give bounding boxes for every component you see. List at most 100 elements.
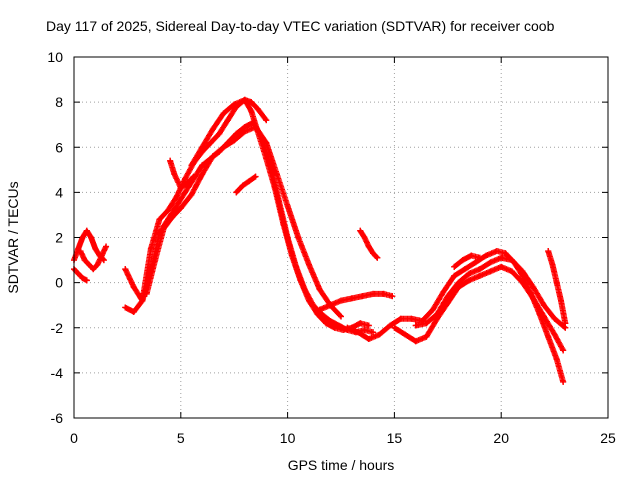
data-point <box>83 227 90 234</box>
chart-title: Day 117 of 2025, Sidereal Day-to-day VTE… <box>46 18 555 34</box>
data-point <box>199 144 206 151</box>
data-point <box>293 263 300 270</box>
data-point <box>147 245 154 252</box>
data-point <box>365 243 372 250</box>
data-point <box>79 275 86 282</box>
data-point <box>562 320 569 327</box>
data-point <box>451 272 458 279</box>
series-arc-7 <box>167 157 197 191</box>
series-arc-11 <box>357 227 381 261</box>
data-point <box>549 261 556 268</box>
data-point <box>233 189 240 196</box>
data-point <box>376 331 383 338</box>
data-point <box>184 180 191 187</box>
data-point <box>79 234 86 241</box>
data-point <box>498 263 505 270</box>
data-point <box>248 108 255 115</box>
data-point <box>389 293 396 300</box>
data-point <box>301 286 308 293</box>
data-point <box>444 293 451 300</box>
data-point <box>284 202 291 209</box>
data-point <box>98 252 105 259</box>
data-point <box>553 356 560 363</box>
data-point <box>169 214 176 221</box>
y-tick-label: 10 <box>47 49 63 65</box>
data-point <box>231 101 238 108</box>
x-tick-label: 25 <box>600 430 616 446</box>
series-arc-16 <box>545 248 569 327</box>
data-point <box>327 302 334 309</box>
data-point <box>254 105 261 112</box>
data-point <box>295 234 302 241</box>
data-point <box>545 248 552 255</box>
data-point <box>344 324 351 331</box>
y-axis-label: SDTVAR / TECUs <box>5 181 21 293</box>
y-tick-label: -2 <box>51 320 64 336</box>
data-point <box>361 327 368 334</box>
data-point <box>160 225 167 232</box>
data-point <box>188 191 195 198</box>
data-point <box>331 324 338 331</box>
data-point <box>370 290 377 297</box>
data-point <box>231 137 238 144</box>
data-point <box>380 290 387 297</box>
data-point <box>530 295 537 302</box>
series-arc-3 <box>77 243 110 273</box>
data-point <box>83 277 90 284</box>
data-point <box>370 329 377 336</box>
data-point <box>167 157 174 164</box>
data-point <box>476 254 483 261</box>
data-point <box>323 320 330 327</box>
data-point <box>199 171 206 178</box>
data-point <box>412 322 419 329</box>
data-point <box>545 333 552 340</box>
x-tick-label: 20 <box>493 430 509 446</box>
data-point <box>103 243 110 250</box>
data-point <box>164 207 171 214</box>
series-arc-15 <box>451 252 483 270</box>
data-point <box>540 313 547 320</box>
data-point <box>423 320 430 327</box>
data-point <box>122 304 129 311</box>
data-point <box>335 322 342 329</box>
data-point <box>348 295 355 302</box>
series-arc-6 <box>143 123 344 320</box>
data-point <box>75 270 82 277</box>
data-point <box>305 261 312 268</box>
data-point <box>92 245 99 252</box>
data-point <box>156 216 163 223</box>
data-point <box>77 248 84 255</box>
data-point <box>327 317 334 324</box>
data-point <box>276 198 283 205</box>
data-point <box>209 126 216 133</box>
data-point <box>85 261 92 268</box>
data-point <box>387 322 394 329</box>
data-point <box>540 302 547 309</box>
data-point <box>361 234 368 241</box>
data-point <box>182 175 189 182</box>
data-point <box>519 279 526 286</box>
data-point <box>220 110 227 117</box>
data-point <box>558 297 565 304</box>
data-point <box>468 252 475 259</box>
data-point <box>451 263 458 270</box>
data-point <box>241 128 248 135</box>
data-point <box>239 182 246 189</box>
data-point <box>487 268 494 275</box>
data-point <box>370 250 377 257</box>
data-point <box>246 178 253 185</box>
data-layer <box>71 96 569 385</box>
data-point <box>173 193 180 200</box>
y-tick-label: 2 <box>55 230 63 246</box>
data-point <box>440 288 447 295</box>
data-point <box>461 266 468 273</box>
data-point <box>508 268 515 275</box>
data-point <box>472 259 479 266</box>
data-point <box>487 259 494 266</box>
series-arc-9 <box>233 173 259 196</box>
data-point <box>498 254 505 261</box>
x-tick-label: 10 <box>280 430 296 446</box>
data-point <box>220 144 227 151</box>
data-point <box>241 96 248 103</box>
